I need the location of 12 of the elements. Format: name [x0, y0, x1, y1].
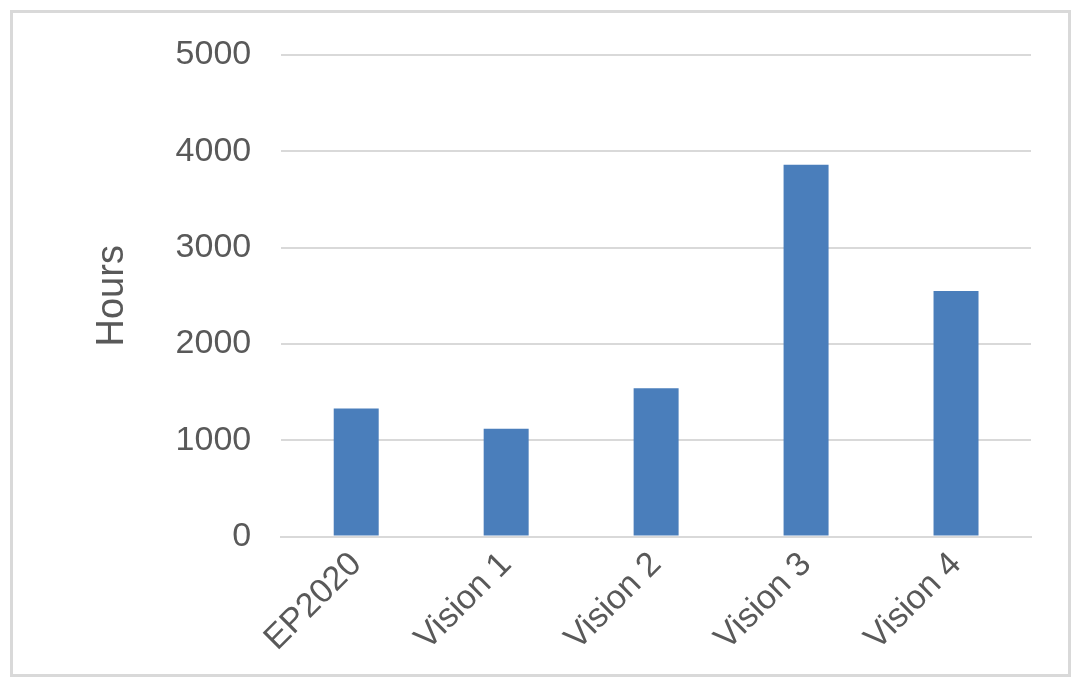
bar — [333, 408, 379, 536]
y-tick-label: 1000 — [175, 418, 252, 457]
bar — [483, 428, 529, 536]
y-tick-label: 2000 — [175, 322, 252, 361]
bar — [783, 164, 829, 536]
bar — [633, 388, 679, 536]
y-tick-label: 3000 — [175, 226, 252, 265]
y-axis-title: Hours — [89, 245, 132, 347]
y-tick-label: 0 — [232, 514, 252, 553]
bar — [933, 290, 979, 536]
y-tick-label: 5000 — [175, 33, 252, 72]
y-tick-label: 4000 — [175, 129, 252, 168]
